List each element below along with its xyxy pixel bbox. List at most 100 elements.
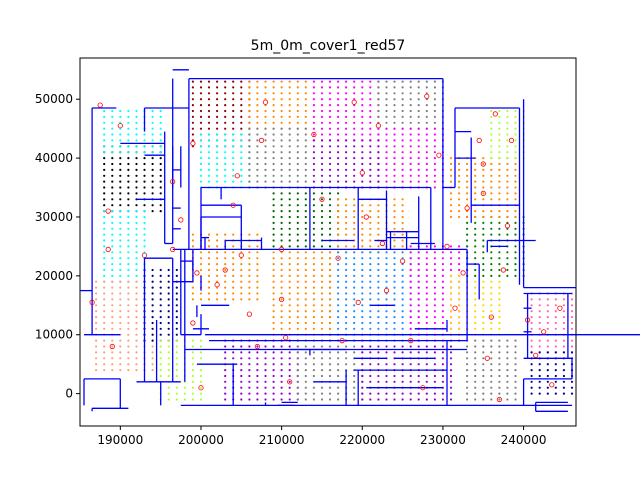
data-point-9 — [207, 145, 211, 148]
data-point-0 — [151, 174, 154, 177]
data-point-8 — [272, 121, 275, 124]
data-point-14 — [337, 157, 340, 160]
data-point-28 — [554, 374, 557, 378]
data-point-7 — [207, 80, 211, 83]
data-point-12 — [377, 80, 380, 83]
data-point-3 — [151, 363, 154, 366]
data-point-29 — [474, 345, 477, 348]
data-point-17 — [401, 310, 404, 313]
data-point-2 — [103, 251, 106, 254]
data-point-25 — [474, 162, 477, 166]
data-point-6 — [216, 251, 219, 254]
data-point-8 — [256, 98, 259, 101]
data-point-16 — [369, 227, 372, 230]
data-point-24 — [482, 251, 485, 254]
data-point-13 — [401, 180, 404, 183]
data-point-14 — [312, 174, 315, 177]
data-point-3 — [135, 345, 138, 348]
data-point-4 — [167, 298, 170, 301]
data-point-13 — [385, 151, 388, 154]
data-point-25 — [498, 186, 501, 189]
data-point-29 — [498, 351, 501, 354]
data-point-20 — [337, 392, 340, 395]
data-point-10 — [272, 157, 275, 160]
data-point-27 — [538, 327, 541, 330]
data-point-15 — [296, 239, 299, 242]
data-point-5 — [191, 339, 194, 342]
data-point-6 — [248, 298, 251, 301]
marker-point — [355, 299, 361, 305]
data-point-25 — [506, 168, 509, 171]
data-point-18 — [280, 268, 283, 272]
data-point-29 — [514, 351, 517, 354]
data-point-6 — [248, 292, 251, 295]
data-point-6 — [207, 292, 211, 295]
data-point-17 — [345, 280, 348, 283]
data-point-23 — [474, 310, 477, 313]
data-point-10 — [272, 127, 275, 130]
data-point-4 — [151, 280, 154, 283]
data-point-0 — [127, 157, 130, 160]
data-point-7 — [224, 115, 227, 118]
data-point-1 — [159, 151, 162, 154]
data-point-18 — [272, 263, 275, 266]
data-point-21 — [441, 345, 444, 348]
data-point-21 — [361, 351, 364, 354]
data-point-16 — [361, 227, 364, 230]
data-point-2 — [135, 233, 138, 236]
data-point-21 — [369, 363, 372, 366]
data-point-19 — [272, 369, 275, 372]
data-point-17 — [369, 274, 372, 277]
data-point-18 — [304, 304, 307, 307]
data-point-16 — [337, 215, 340, 219]
data-point-16 — [369, 221, 372, 224]
data-point-18 — [312, 327, 315, 330]
data-point-10 — [296, 162, 299, 166]
data-point-6 — [216, 257, 219, 260]
data-point-24 — [482, 227, 485, 230]
data-point-22 — [441, 257, 444, 260]
x-tick-label: 190000 — [97, 433, 143, 447]
data-point-1 — [103, 145, 106, 148]
data-point-19 — [264, 369, 267, 372]
data-point-25 — [490, 198, 493, 201]
data-point-21 — [401, 392, 404, 395]
data-point-23 — [449, 280, 453, 283]
data-point-5 — [175, 351, 178, 354]
data-point-29 — [482, 351, 485, 354]
data-point-8 — [304, 80, 307, 83]
data-point-28 — [554, 386, 557, 389]
data-point-20 — [345, 351, 348, 354]
data-point-9 — [224, 145, 227, 148]
data-point-16 — [353, 198, 356, 201]
data-point-12 — [401, 98, 404, 101]
data-point-19 — [232, 357, 235, 360]
data-point-12 — [385, 86, 388, 89]
data-point-17 — [377, 263, 380, 266]
data-point-16 — [377, 221, 380, 224]
x-tick-label: 200000 — [178, 433, 224, 447]
data-point-7 — [240, 127, 243, 130]
data-point-17 — [353, 257, 356, 260]
data-point-18 — [272, 321, 275, 325]
data-point-12 — [417, 104, 420, 107]
data-point-13 — [417, 151, 420, 154]
data-point-18 — [288, 251, 291, 254]
data-point-17 — [369, 263, 372, 266]
data-point-28 — [570, 392, 574, 395]
data-point-18 — [320, 286, 324, 289]
data-point-17 — [369, 286, 372, 289]
data-point-17 — [393, 321, 396, 325]
data-point-6 — [232, 292, 235, 295]
data-point-7 — [240, 104, 243, 107]
data-point-9 — [240, 145, 243, 148]
data-point-14 — [369, 180, 372, 183]
data-point-17 — [401, 274, 404, 277]
marker-point — [496, 396, 502, 403]
data-point-11 — [345, 133, 348, 136]
data-point-17 — [401, 316, 404, 319]
data-point-14 — [377, 162, 380, 166]
data-point-2 — [127, 245, 130, 248]
data-point-17 — [361, 251, 364, 254]
data-point-29 — [514, 369, 517, 372]
